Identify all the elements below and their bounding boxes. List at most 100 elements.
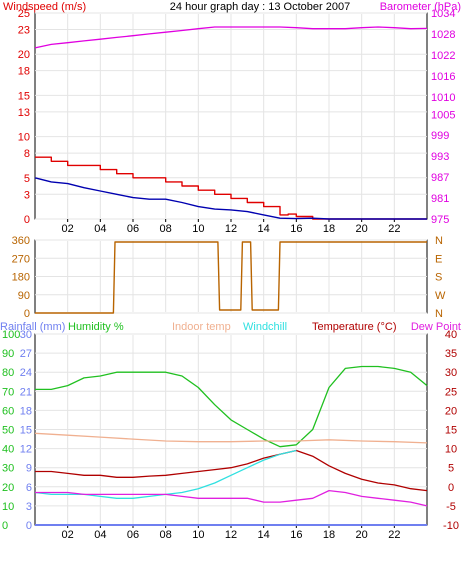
direction-tick-label: 180: [12, 272, 30, 284]
windspeed-axis-label: Windspeed (m/s): [3, 1, 86, 13]
wind-xtick-label: 04: [94, 223, 106, 235]
wind-xtick-label: 10: [192, 223, 204, 235]
windspeed-tick-label: 25: [18, 8, 30, 20]
temperature-xtick-label: 20: [356, 529, 368, 541]
barometer-tick-label: 981: [431, 193, 449, 205]
temperature-xtick-label: 18: [323, 529, 335, 541]
humidity-legend-label: Humidity %: [68, 321, 124, 333]
direction-tick-label: 90: [18, 290, 30, 302]
dewpoint-legend-label: Dew Point: [411, 321, 461, 333]
rainfall-tick-label: 24: [20, 367, 32, 379]
temperature-tick-label: -5: [446, 501, 456, 513]
windspeed-tick-label: 3: [24, 189, 30, 201]
windspeed-line: [34, 177, 427, 220]
humidity-tick-label: 20: [2, 482, 14, 494]
humidity-tick-label: 40: [2, 444, 14, 456]
barometer-tick-label: 999: [431, 130, 449, 142]
humidity-tick-label: 30: [2, 463, 14, 475]
compass-tick-label: N: [435, 308, 443, 320]
temperature-xtick-label: 22: [388, 529, 400, 541]
wind-xtick-label: 12: [225, 223, 237, 235]
rainfall-tick-label: 0: [26, 520, 32, 532]
windspeed-tick-label: 15: [18, 90, 30, 102]
direction-tick-label: 0: [24, 308, 30, 320]
compass-tick-label: E: [435, 253, 442, 265]
temperature-tick-label: 25: [445, 386, 457, 398]
wind-xtick-label: 22: [388, 223, 400, 235]
compass-tick-label: S: [435, 272, 442, 284]
indoor-temp-legend-label: Indoor temp: [172, 321, 231, 333]
windspeed-tick-label: 0: [24, 214, 30, 226]
direction-tick-label: 270: [12, 253, 30, 265]
humidity-tick-label: 80: [2, 367, 14, 379]
temperature-tick-label: 30: [445, 367, 457, 379]
windspeed-tick-label: 20: [18, 49, 30, 61]
windspeed-tick-label: 13: [18, 107, 30, 119]
windspeed-tick-label: 18: [18, 66, 30, 78]
humidity-line: [35, 365, 428, 448]
barometer-axis-label: Barometer (hPa): [380, 1, 461, 13]
temperature-tick-label: 0: [448, 482, 454, 494]
temperature-tick-label: 20: [445, 405, 457, 417]
barometer-tick-label: 1016: [431, 71, 455, 83]
barometer-line: [34, 26, 428, 49]
wind-xtick-label: 16: [290, 223, 302, 235]
temperature-xtick-label: 08: [160, 529, 172, 541]
temperature-xtick-label: 10: [192, 529, 204, 541]
windspeed-tick-label: 5: [24, 173, 30, 185]
barometer-tick-label: 1028: [431, 29, 455, 41]
temperature-tick-label: 5: [448, 463, 454, 475]
rainfall-tick-label: 15: [20, 425, 32, 437]
compass-tick-label: N: [435, 235, 443, 247]
wind-xtick-label: 14: [258, 223, 270, 235]
temperature-tick-label: -10: [443, 520, 459, 532]
rainfall-tick-label: 27: [20, 348, 32, 360]
humidity-tick-label: 0: [2, 520, 8, 532]
humidity-tick-label: 50: [2, 425, 14, 437]
temperature-line: [35, 449, 428, 492]
temperature-xtick-label: 14: [258, 529, 270, 541]
barometer-tick-label: 975: [431, 214, 449, 226]
indoor-temp-line: [34, 432, 428, 444]
windspeed-tick-label: 10: [18, 132, 30, 144]
rainfall-tick-label: 9: [26, 463, 32, 475]
barometer-tick-label: 993: [431, 151, 449, 163]
barometer-tick-label: 1034: [431, 8, 455, 20]
rainfall-tick-label: 3: [26, 501, 32, 513]
wind-xtick-label: 20: [356, 223, 368, 235]
compass-tick-label: W: [435, 290, 446, 302]
temperature-tick-label: 10: [445, 444, 457, 456]
wind-xtick-label: 02: [62, 223, 74, 235]
rainfall-tick-label: 21: [20, 386, 32, 398]
temperature-xtick-label: 06: [127, 529, 139, 541]
humidity-tick-label: 100: [2, 329, 20, 341]
temperature-xtick-label: 12: [225, 529, 237, 541]
windspeed-tick-label: 8: [24, 148, 30, 160]
rainfall-tick-label: 12: [20, 444, 32, 456]
wind-xtick-label: 06: [127, 223, 139, 235]
temperature-tick-label: 35: [445, 348, 457, 360]
temperature-tick-label: 15: [445, 425, 457, 437]
humidity-tick-label: 60: [2, 405, 14, 417]
humidity-tick-label: 10: [2, 501, 14, 513]
temperature-legend-label: Temperature (°C): [312, 321, 396, 333]
chart-title: 24 hour graph day : 13 October 2007: [170, 1, 350, 13]
temperature-xtick-label: 04: [94, 529, 106, 541]
temperature-xtick-label: 16: [290, 529, 302, 541]
temperature-xtick-label: 02: [62, 529, 74, 541]
barometer-tick-label: 987: [431, 172, 449, 184]
rainfall-legend-label: Rainfall (mm): [0, 321, 65, 333]
humidity-tick-label: 90: [2, 348, 14, 360]
temperature-tick-label: 40: [445, 329, 457, 341]
windchill-legend-label: Windchill: [243, 321, 287, 333]
rainfall-tick-label: 6: [26, 482, 32, 494]
windspeed-tick-label: 23: [18, 24, 30, 36]
barometer-tick-label: 1022: [431, 50, 455, 62]
barometer-tick-label: 1010: [431, 92, 455, 104]
wind-direction-line: [35, 241, 427, 314]
barometer-tick-label: 1005: [431, 109, 455, 121]
rainfall-tick-label: 18: [20, 405, 32, 417]
wind-xtick-label: 08: [160, 223, 172, 235]
